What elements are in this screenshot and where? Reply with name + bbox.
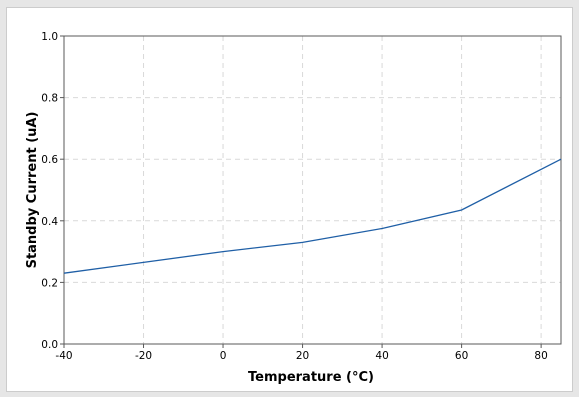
series-line — [63, 158, 562, 274]
y-tick-label: 0.4 — [41, 216, 58, 228]
y-tick-label: 1.0 — [41, 31, 58, 43]
y-tick-label: 0.0 — [41, 339, 58, 351]
y-tick-label: 0.6 — [41, 154, 58, 166]
y-tick-label: 0.2 — [41, 277, 58, 289]
chart-outer-frame — [6, 7, 573, 392]
x-axis-ticks: -40 -20 0 20 40 60 80 — [55, 344, 548, 362]
grid — [64, 36, 561, 344]
x-tick-label: -20 — [135, 350, 152, 362]
y-tick-label: 0.8 — [41, 93, 58, 105]
x-tick-label: 60 — [455, 350, 468, 362]
plot-area — [63, 35, 562, 345]
x-tick-label: 40 — [375, 350, 388, 362]
series-layer — [63, 158, 562, 274]
x-tick-label: -40 — [55, 350, 72, 362]
x-tick-label: 20 — [296, 350, 309, 362]
x-tick-label: 0 — [220, 350, 227, 362]
y-axis-title: Standby Current (uA) — [25, 112, 40, 269]
x-axis-title: Temperature (°C) — [248, 370, 374, 385]
y-axis-ticks: 0.0 0.2 0.4 0.6 0.8 1.0 — [41, 31, 64, 351]
x-tick-label: 80 — [534, 350, 547, 362]
